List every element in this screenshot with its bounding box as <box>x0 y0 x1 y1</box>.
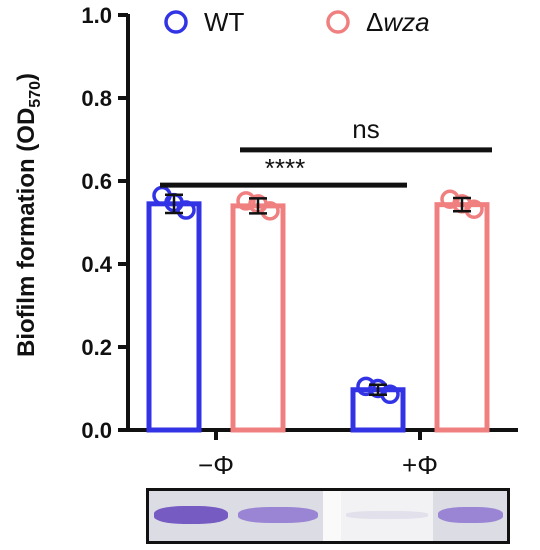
stain-band <box>437 506 503 524</box>
bars <box>146 201 490 433</box>
legend-text: wza <box>383 7 429 37</box>
stain-band <box>154 505 228 525</box>
data-point <box>236 191 256 211</box>
error-bars <box>165 193 471 396</box>
stain-band <box>346 511 428 519</box>
y-tick-label: 1.0 <box>81 3 112 28</box>
plate-well <box>433 491 507 541</box>
y-tick-label: 0.2 <box>81 335 112 360</box>
bar <box>146 201 202 433</box>
data-point <box>356 376 376 397</box>
biofilm-plate-image <box>146 488 510 544</box>
bar <box>230 203 286 433</box>
significance-label: ns <box>352 114 379 144</box>
data-points <box>152 185 484 405</box>
legend-text: WT <box>204 7 245 37</box>
y-tick-label: 0.8 <box>81 86 112 111</box>
significance-brackets: **** ns <box>160 114 492 188</box>
legend: WT Δwza <box>164 7 430 37</box>
y-axis-label: Biofilm formation (OD570) <box>13 73 44 357</box>
plate-well <box>232 491 323 541</box>
legend-marker <box>164 10 188 34</box>
axes: 0.0 0.2 0.4 0.6 0.8 1.0 −Φ +Φ <box>81 3 518 480</box>
y-tick-label: 0.0 <box>81 418 112 443</box>
x-category-label: −Φ <box>198 450 234 480</box>
y-axis-label-subscript: 570 <box>27 81 44 108</box>
y-axis-label-close: ) <box>13 73 40 81</box>
biofilm-bar-chart: 0.0 0.2 0.4 0.6 0.8 1.0 −Φ +Φ **** ns WT Δwza Bio… <box>13 3 518 480</box>
legend-label: Δwza <box>366 7 430 37</box>
plate-well <box>322 491 434 541</box>
data-point <box>176 200 196 220</box>
significance-label: **** <box>265 153 305 183</box>
y-axis-label-main: Biofilm formation (OD <box>13 108 40 357</box>
legend-delta: Δ <box>366 7 383 37</box>
y-tick-label: 0.6 <box>81 169 112 194</box>
bar <box>434 202 490 433</box>
data-point <box>260 201 280 221</box>
legend-label: WT <box>204 7 245 37</box>
plate-well <box>149 491 233 541</box>
y-tick-label: 0.4 <box>81 252 112 277</box>
stain-band <box>237 506 318 524</box>
x-category-label: +Φ <box>402 450 438 480</box>
legend-marker <box>326 10 350 34</box>
data-point <box>464 199 484 219</box>
